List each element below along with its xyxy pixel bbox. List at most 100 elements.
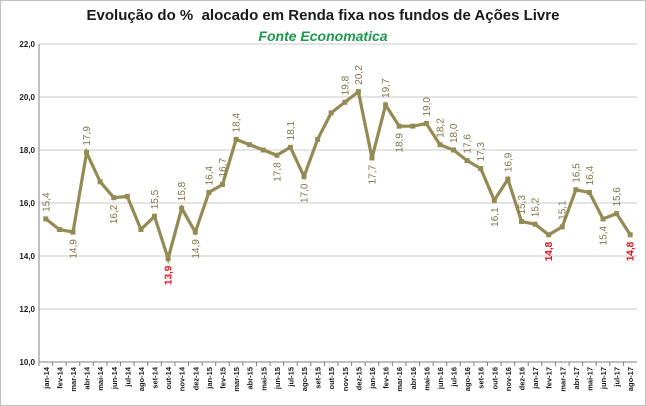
- data-point: [247, 142, 253, 148]
- data-point: [342, 99, 348, 105]
- data-label: 15,2: [531, 197, 542, 217]
- x-tick-label: jan-14: [42, 366, 51, 390]
- data-label: 18,0: [449, 123, 460, 143]
- data-point: [614, 211, 620, 217]
- data-point: [369, 155, 375, 161]
- data-point: [111, 195, 117, 201]
- x-tick-label: jun-15: [273, 367, 282, 390]
- x-tick-label: fev-16: [382, 367, 391, 389]
- data-point: [43, 216, 49, 222]
- data-point: [423, 121, 429, 126]
- x-tick-label: dez-14: [191, 366, 200, 390]
- x-tick-label: mar-17: [558, 367, 567, 392]
- x-tick-label: out-15: [327, 367, 336, 390]
- data-point: [70, 229, 76, 235]
- y-tick-label: 14,0: [19, 252, 35, 261]
- data-label: 19,7: [381, 78, 392, 98]
- data-label: 14,9: [68, 239, 79, 259]
- data-label: 16,4: [585, 165, 596, 185]
- data-label: 15,8: [177, 181, 188, 201]
- data-point: [97, 179, 103, 185]
- y-tick-label: 20,0: [19, 93, 35, 102]
- y-tick-label: 22,0: [19, 40, 35, 49]
- data-point: [233, 136, 239, 142]
- data-label: 17,7: [367, 165, 378, 185]
- data-label: 18,4: [232, 112, 243, 132]
- x-tick-label: jun-17: [599, 367, 608, 390]
- x-tick-label: ago-14: [137, 366, 146, 391]
- data-label: 16,1: [490, 207, 501, 227]
- data-label: 17,0: [300, 183, 311, 203]
- data-label: 19,0: [422, 97, 433, 117]
- data-label: 15,5: [150, 189, 161, 209]
- data-label: 14,9: [191, 239, 202, 259]
- data-point: [315, 136, 321, 142]
- x-tick-label: nov-16: [504, 367, 513, 391]
- data-point: [138, 227, 144, 232]
- data-point: [573, 187, 579, 193]
- data-point: [627, 232, 633, 238]
- data-label: 14,8: [626, 241, 637, 261]
- data-point: [464, 158, 470, 164]
- data-point: [396, 123, 402, 129]
- data-point: [192, 229, 198, 235]
- data-label: 15,1: [558, 200, 569, 220]
- data-label: 18,9: [395, 133, 406, 153]
- data-label: 16,7: [218, 158, 229, 178]
- x-tick-label: nov-14: [178, 366, 187, 391]
- data-label: 16,5: [571, 163, 582, 183]
- data-label: 16,2: [109, 204, 120, 224]
- x-tick-label: jun-16: [436, 367, 445, 390]
- x-tick-label: fev-15: [218, 367, 227, 389]
- data-point: [301, 174, 307, 179]
- x-tick-label: jan-16: [368, 367, 377, 390]
- data-label: 20,2: [354, 65, 365, 85]
- data-point: [505, 176, 511, 182]
- x-tick-label: ago-16: [463, 367, 472, 391]
- x-tick-label: out-14: [164, 366, 173, 389]
- x-tick-label: abr-14: [83, 366, 92, 389]
- data-label: 17,3: [476, 142, 487, 162]
- x-tick-label: jun-14: [110, 366, 119, 390]
- data-point: [124, 193, 130, 199]
- data-label: 15,6: [612, 187, 623, 207]
- data-point: [287, 144, 293, 150]
- data-point: [152, 213, 158, 219]
- y-tick-label: 12,0: [19, 305, 35, 314]
- x-tick-label: mai-17: [585, 367, 594, 391]
- x-tick-label: set-14: [151, 366, 160, 389]
- data-point: [451, 147, 457, 153]
- y-tick-label: 16,0: [19, 199, 35, 208]
- data-point: [328, 110, 334, 116]
- data-point: [546, 232, 552, 238]
- data-point: [410, 123, 416, 129]
- data-point: [491, 197, 497, 203]
- data-point: [478, 166, 484, 172]
- data-label: 18,1: [286, 120, 297, 140]
- data-point: [84, 150, 90, 156]
- data-label: 17,8: [272, 162, 283, 182]
- data-point: [355, 89, 361, 95]
- data-label: 16,4: [204, 165, 215, 185]
- x-tick-label: jul-15: [286, 367, 295, 388]
- x-tick-label: dez-16: [517, 367, 526, 390]
- data-label: 17,6: [463, 134, 474, 154]
- x-tick-label: set-15: [314, 367, 323, 389]
- x-tick-label: mai-15: [259, 367, 268, 391]
- data-point: [437, 142, 443, 148]
- data-point: [274, 152, 280, 158]
- x-tick-label: dez-15: [354, 367, 363, 390]
- x-tick-label: abr-16: [409, 367, 418, 390]
- data-label: 18,2: [435, 118, 446, 138]
- x-tick-label: abr-17: [572, 367, 581, 390]
- data-point: [219, 181, 225, 187]
- x-tick-label: abr-15: [246, 367, 255, 390]
- data-point: [600, 216, 606, 222]
- x-tick-label: out-16: [490, 367, 499, 390]
- chart-title: Evolução do % alocado em Renda fixa nos …: [86, 7, 560, 24]
- x-tick-label: jul-17: [613, 367, 622, 388]
- x-tick-label: jan-17: [531, 367, 540, 390]
- y-tick-label: 18,0: [19, 146, 35, 155]
